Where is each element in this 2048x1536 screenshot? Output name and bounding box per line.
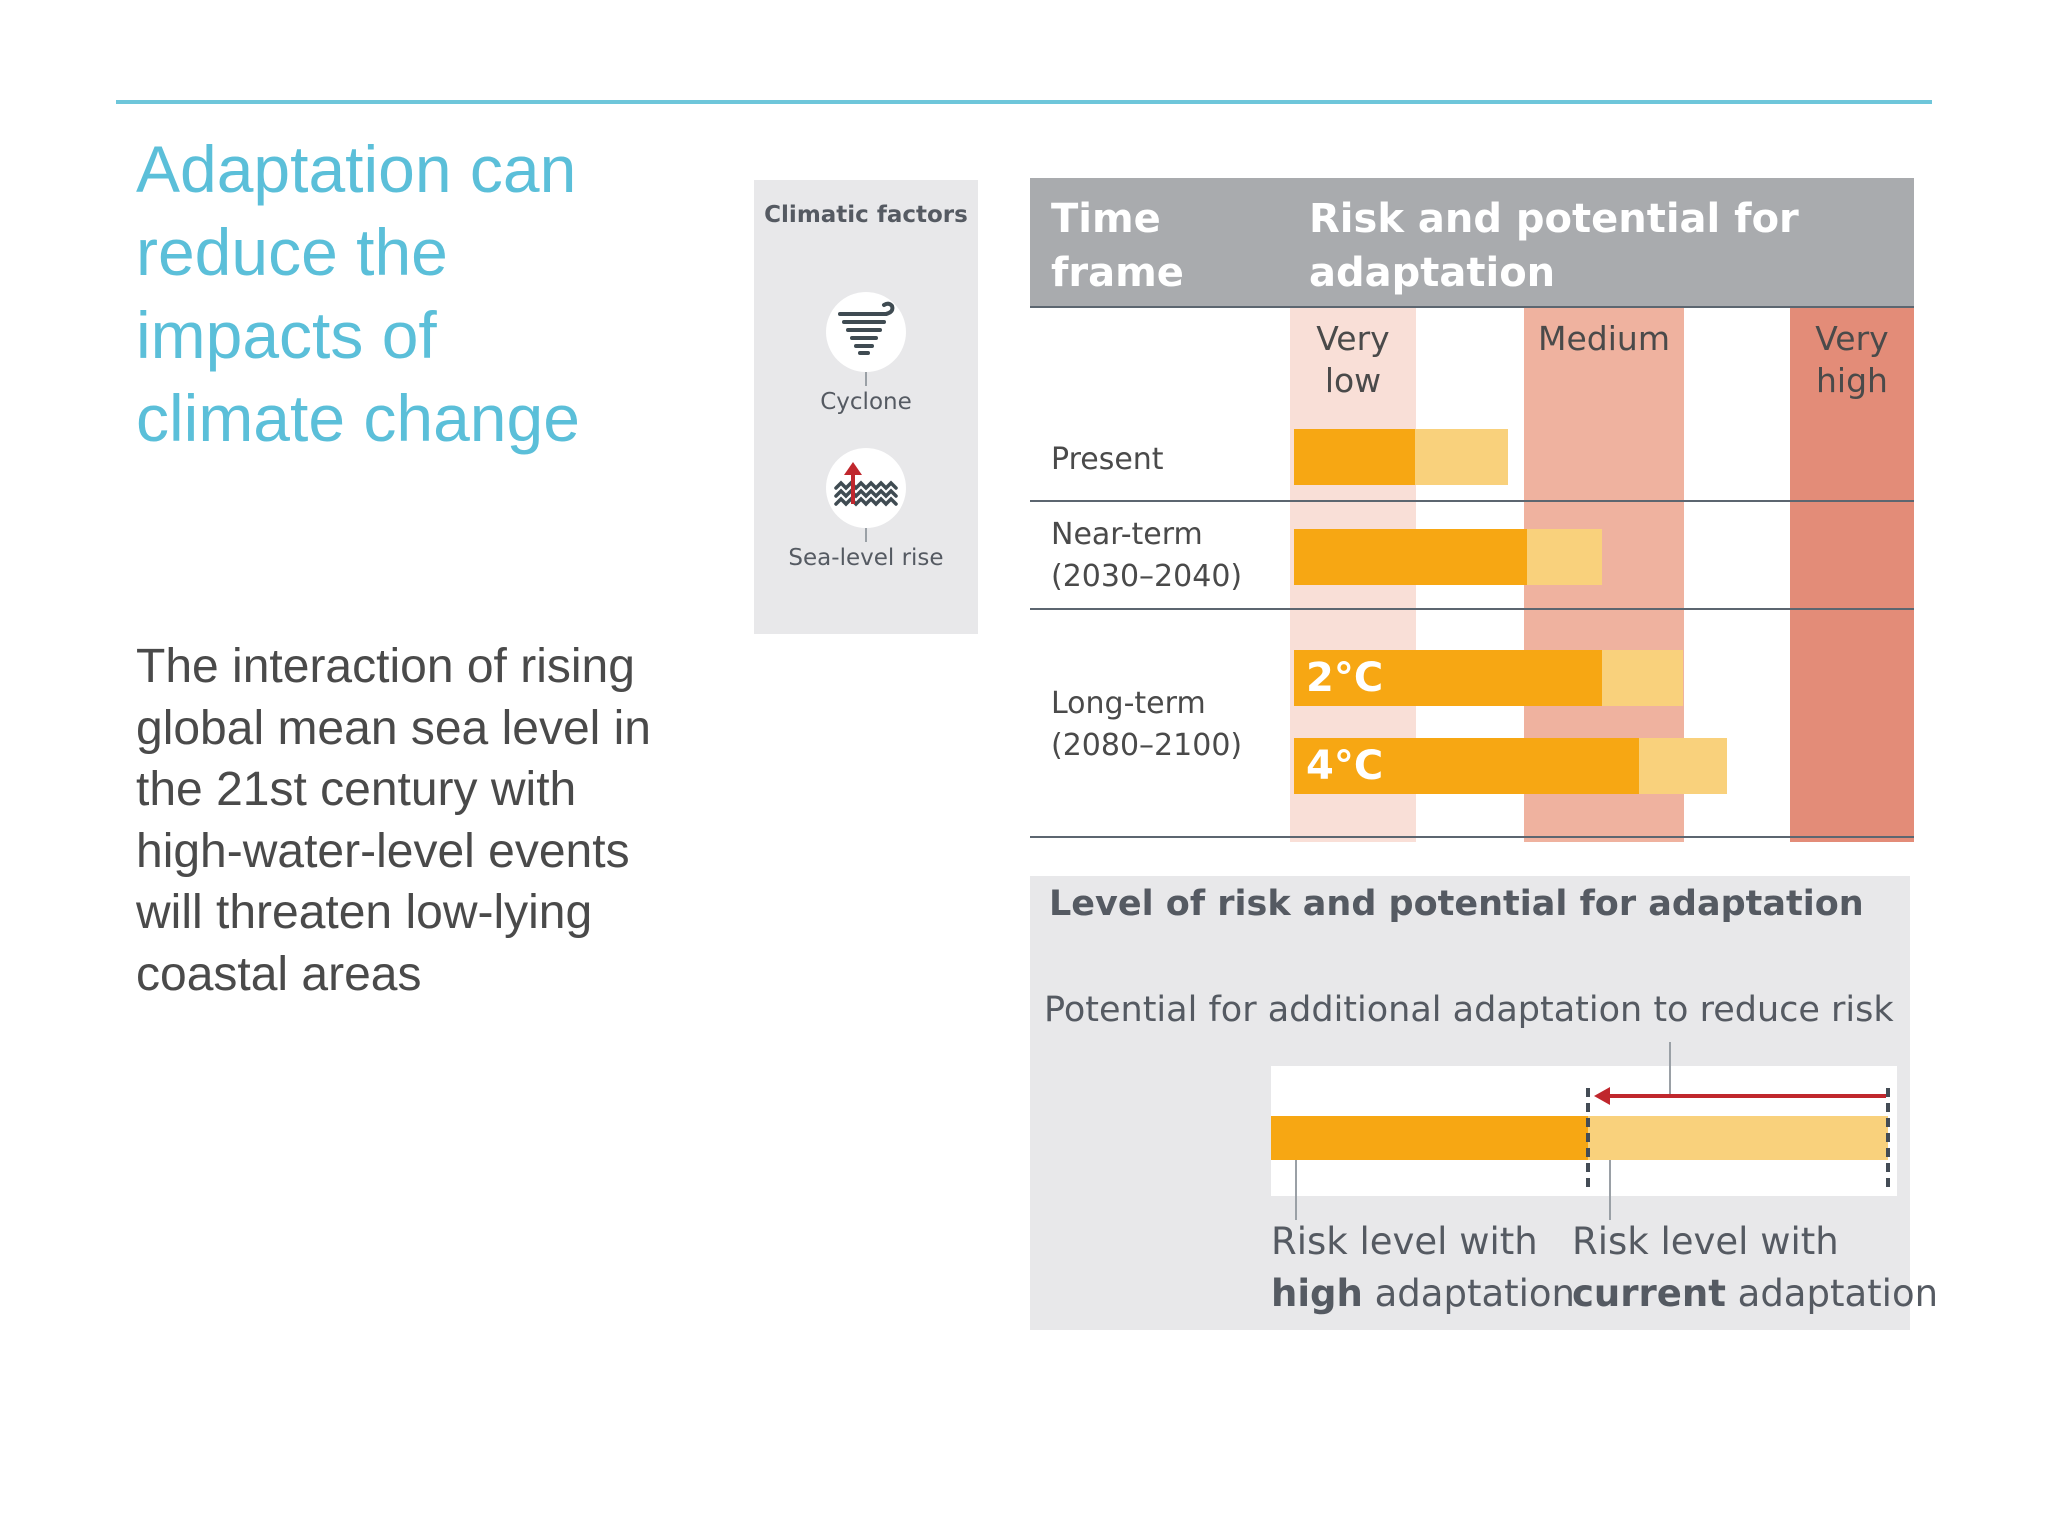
cyclone-label: Cyclone [820, 389, 912, 415]
legend-label-high: Risk level with high adaptation [1271, 1216, 1575, 1320]
climatic-factors-title: Climatic factors [764, 202, 968, 228]
top-rule [116, 100, 1932, 104]
header-risk: Risk and potential for adaptation [1309, 196, 1799, 296]
bar-temperature-label: 4°C [1306, 743, 1384, 789]
legend-current-line1: Risk level with [1572, 1220, 1839, 1263]
sea-level-rise-stem [865, 528, 867, 542]
bar-high-adaptation [1294, 650, 1602, 706]
legend-title: Level of risk and potential for adaptati… [1049, 884, 1864, 924]
slide-body-text: The interaction of rising global mean se… [136, 640, 651, 1001]
row-separator [1030, 608, 1914, 610]
legend-arrow-head [1594, 1087, 1610, 1105]
header-separator [1030, 306, 1914, 308]
legend-subtitle: Potential for additional adaptation to r… [1044, 990, 1894, 1030]
header-time-frame: Time frame [1051, 196, 1184, 296]
row-label-present: Present [1051, 442, 1164, 477]
cyclone-icon [826, 292, 906, 372]
legend-high-rest: adaptation [1362, 1272, 1575, 1315]
bar-high-adaptation [1294, 529, 1528, 585]
band-very-high [1790, 308, 1914, 842]
sea-level-rise-icon [826, 448, 906, 528]
legend-high-bold: high [1271, 1272, 1363, 1315]
risk-level-medium: Medium [1538, 319, 1670, 358]
sea-level-rise-label: Sea-level rise [788, 545, 944, 571]
row-label-near-term: Near-term (2030–2040) [1051, 517, 1243, 594]
row-label-long-term: Long-term (2080–2100) [1051, 686, 1243, 763]
legend-label-current: Risk level with current adaptation [1572, 1216, 1938, 1320]
risk-level-very-high: Very high [1815, 319, 1889, 400]
bar-temperature-label: 2°C [1306, 655, 1384, 701]
legend-current-rest: adaptation [1725, 1272, 1939, 1315]
legend-current-adaptation-bar [1588, 1116, 1888, 1160]
row-separator [1030, 500, 1914, 502]
risk-chart: Time frame Risk and potential for adapta… [1030, 178, 1914, 842]
chart-header: Time frame Risk and potential for adapta… [1030, 178, 1914, 306]
risk-level-very-low: Very low [1316, 319, 1390, 400]
chart-bottom-line [1030, 836, 1914, 838]
legend-graphic [1271, 1042, 1897, 1220]
slide-title: Adaptation can reduce the impacts of cli… [136, 132, 580, 455]
legend-panel: Level of risk and potential for adaptati… [1030, 876, 1938, 1330]
bar-high-adaptation [1294, 738, 1640, 794]
climatic-factors-panel: Climatic factors Cyclone [754, 180, 978, 634]
bar-high-adaptation [1294, 429, 1415, 485]
legend-high-adaptation-bar [1271, 1116, 1588, 1160]
legend-high-line1: Risk level with [1271, 1220, 1538, 1263]
legend-current-bold: current [1572, 1272, 1726, 1315]
cyclone-stem [865, 372, 867, 386]
